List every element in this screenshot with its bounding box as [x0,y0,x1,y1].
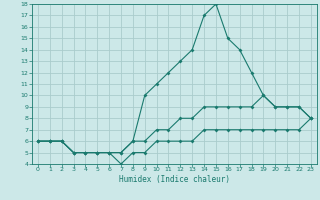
X-axis label: Humidex (Indice chaleur): Humidex (Indice chaleur) [119,175,230,184]
